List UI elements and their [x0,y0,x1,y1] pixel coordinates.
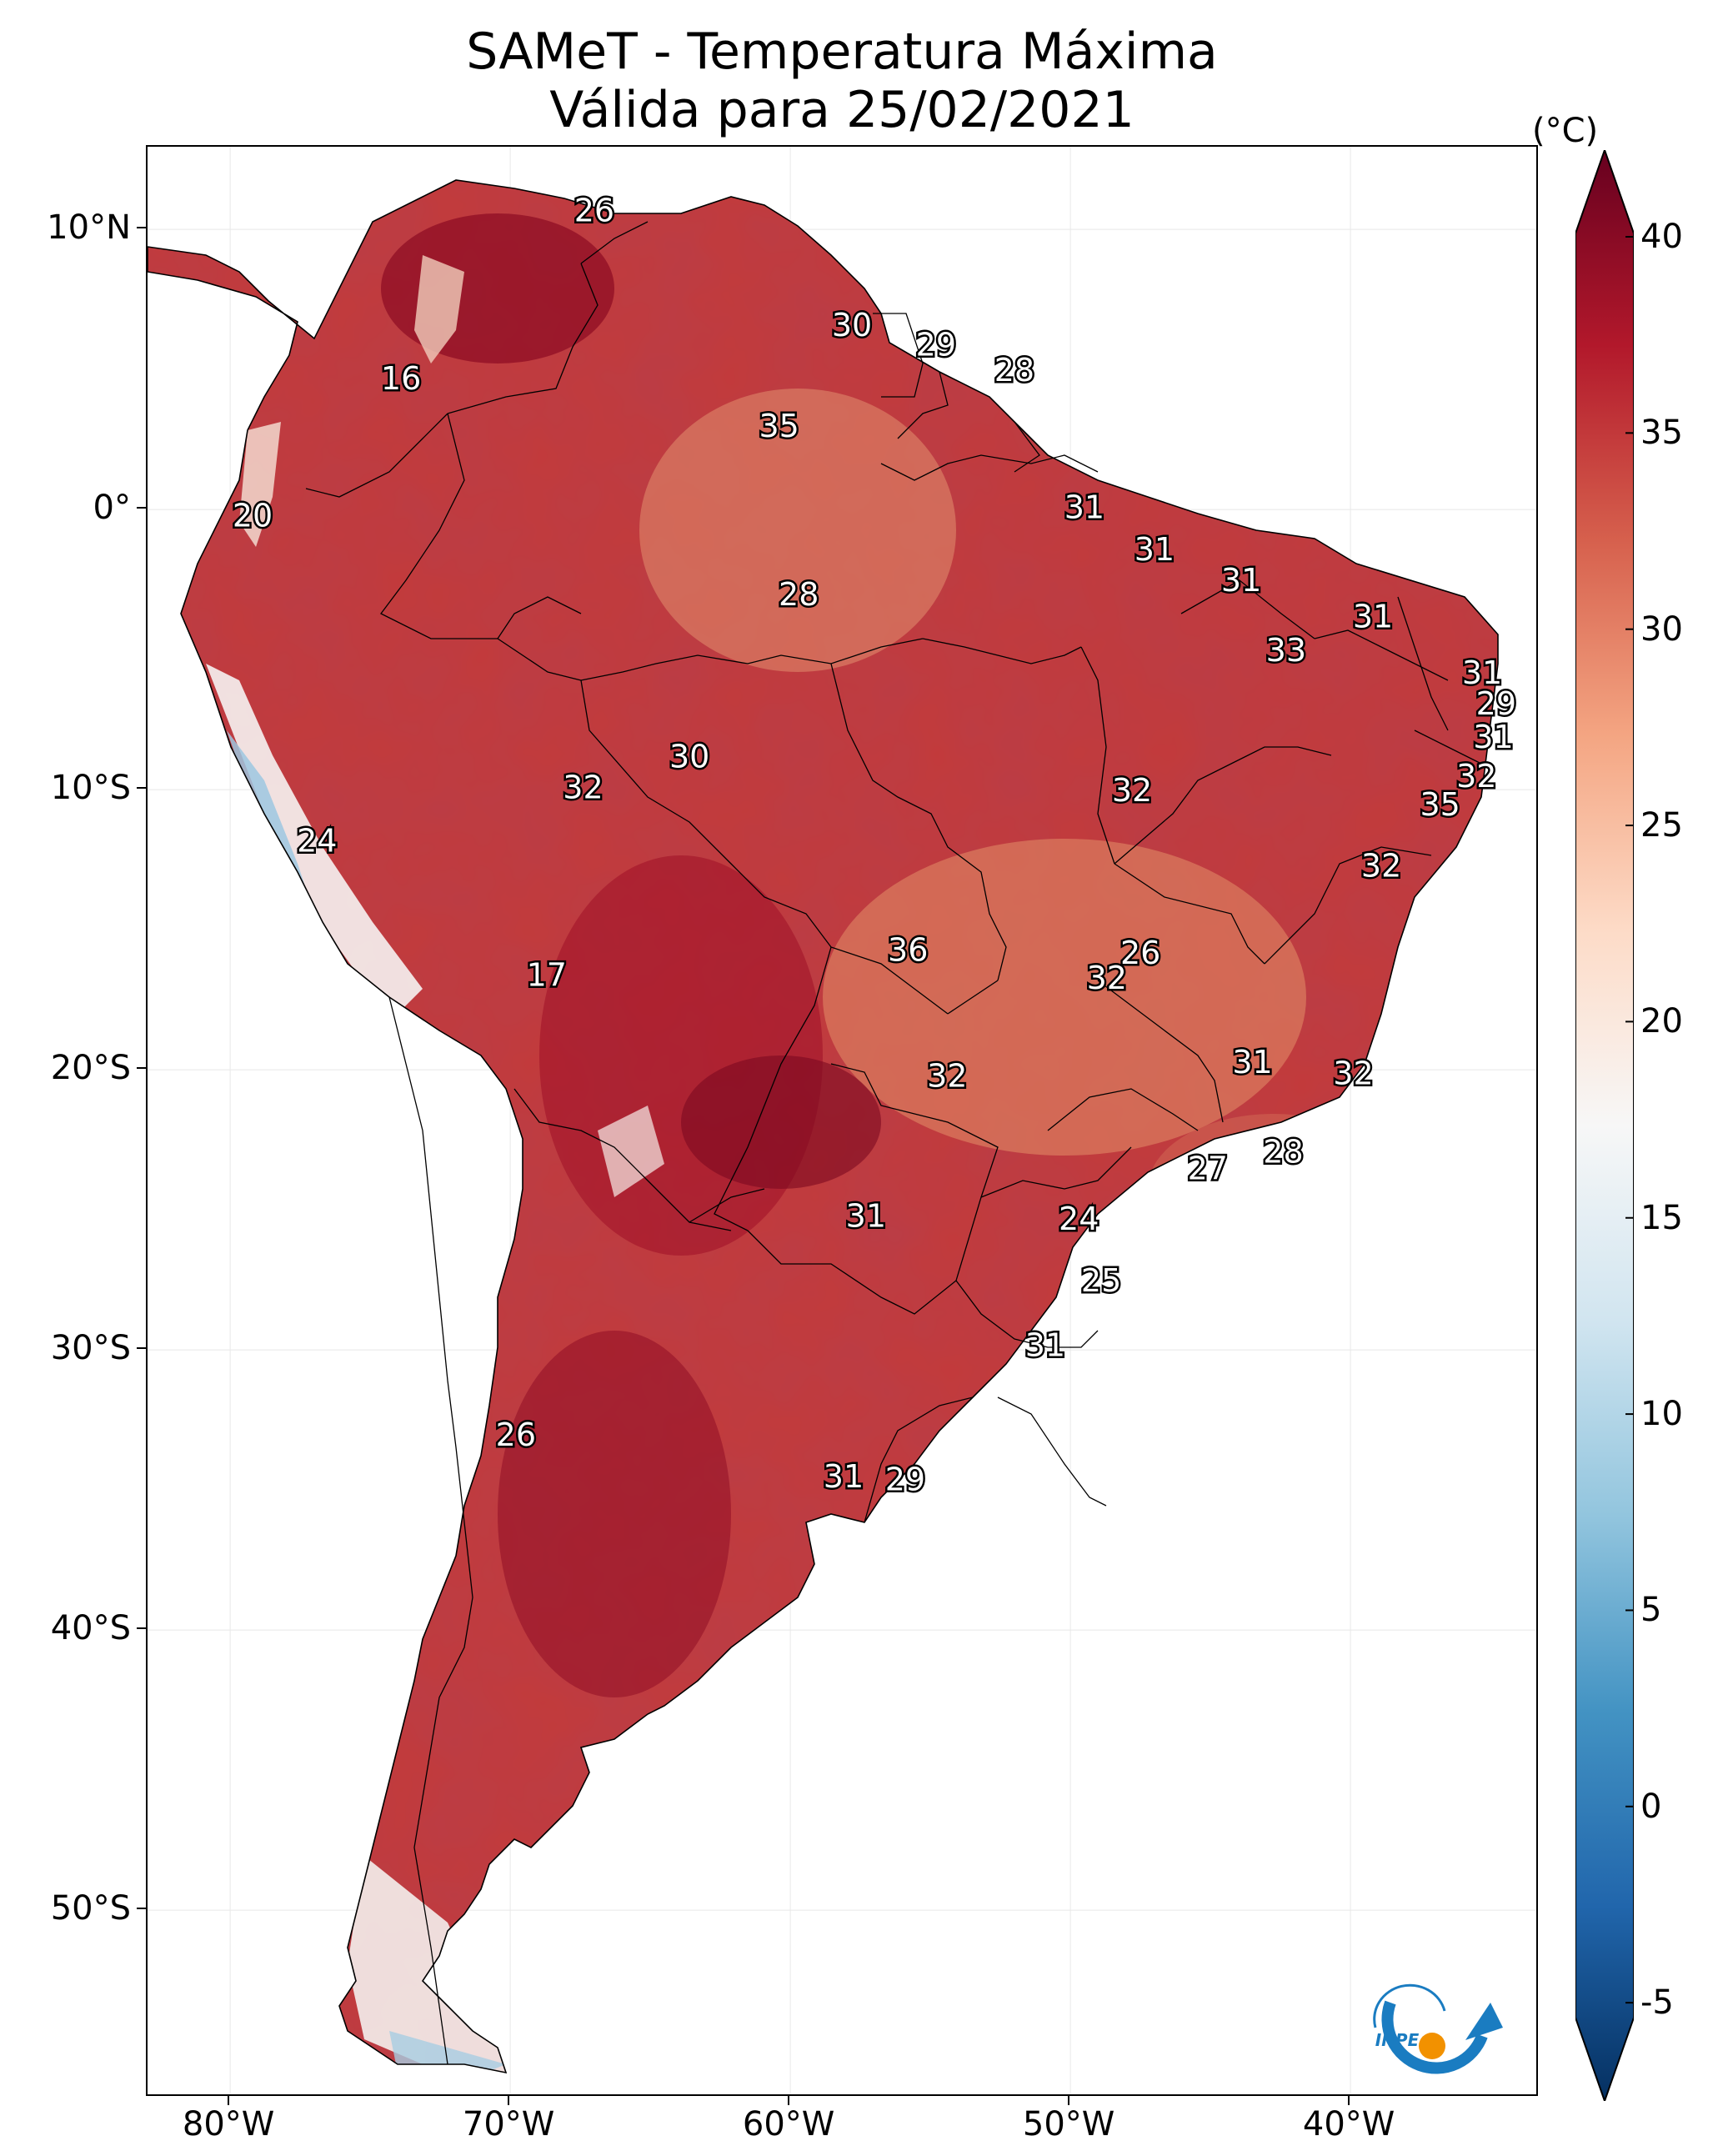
colorbar-gradient [1575,150,1634,2101]
colorbar-tick-label: 30 [1640,609,1683,649]
latitude-tick-label: 0° [93,489,131,528]
temperature-value-label: 32 [563,770,603,806]
latitude-tick-mark [137,227,146,229]
longitude-tick-label: 70°W [462,2105,555,2143]
temperature-value-label: 35 [759,408,799,444]
temperature-value-label: 31 [1473,719,1513,755]
colorbar [1575,150,1634,2101]
map-area: 26 16 30 29 28 35 20 31 31 31 28 31 33 31 29 31 30 32 32 32… [146,145,1538,2096]
latitude-tick-mark [137,1908,146,1910]
latitude-tick-label: 20°S [50,1049,131,1088]
temperature-value-label: 29 [885,1462,925,1498]
temperature-value-label: 31 [1353,599,1393,635]
colorbar-tick-label: 35 [1640,414,1683,453]
temperature-value-label: 33 [1266,632,1306,669]
logo-text: INPE [1375,2030,1420,2050]
longitude-tick-mark [508,2096,510,2105]
temperature-value-label: 30 [669,739,709,775]
map-title: SAMeT - Temperatura Máxima [466,23,1218,81]
temperature-value-label: 31 [1221,562,1261,599]
temperature-value-label: 27 [1188,1151,1228,1187]
temperature-value-label: 32 [927,1058,967,1095]
latitude-tick-label: 40°S [50,1609,131,1648]
latitude-tick-mark [137,1067,146,1070]
longitude-tick-label: 60°W [742,2105,835,2143]
map-subtitle: Válida para 25/02/2021 [549,81,1134,139]
temperature-value-label: 32 [1087,960,1127,996]
temperature-value-label: 17 [527,957,567,994]
temperature-value-label: 25 [1081,1262,1121,1299]
colorbar-tick-label: 5 [1640,1591,1662,1630]
longitude-tick-label: 50°W [1022,2105,1115,2143]
temperature-value-label: 28 [1263,1133,1303,1170]
temperature-value-label: 31 [1064,489,1104,526]
colorbar-tick-label: 20 [1640,1002,1683,1041]
latitude-tick-label: 10°N [47,208,131,248]
temperature-value-label: 28 [779,576,819,613]
longitude-tick-mark [1348,2096,1350,2105]
inpe-logo: INPE [1365,1969,1524,2086]
latitude-tick-mark [137,507,146,509]
colorbar-tick-label: 25 [1640,806,1683,845]
latitude-tick-mark [137,1347,146,1350]
temperature-value-label: 32 [1361,848,1401,885]
longitude-tick-label: 40°W [1302,2105,1395,2143]
colorbar-tick-label: 0 [1640,1787,1662,1826]
temperature-value-label: 31 [824,1458,864,1495]
longitude-tick-mark [228,2096,230,2105]
colorbar-ticks [1625,236,1634,2004]
latitude-tick-label: 50°S [50,1889,131,1928]
temperature-value-label: 31 [1232,1044,1272,1081]
longitude-tick-mark [788,2096,790,2105]
political-borders [305,221,1482,2065]
temperature-value-label: 26 [496,1416,536,1453]
temperature-value-label: 31 [1462,654,1502,691]
colorbar-tick-label: 15 [1640,1198,1683,1237]
latitude-tick-label: 10°S [50,769,131,808]
temperature-value-label: 20 [233,498,273,534]
latitude-tick-mark [137,1627,146,1630]
temperature-value-label: 36 [888,932,928,969]
temperature-value-label: 24 [297,822,337,859]
colorbar-tick-label: 10 [1640,1395,1683,1434]
temperature-value-label: 31 [846,1198,886,1235]
longitude-tick-mark [1068,2096,1070,2105]
temperature-value-label: 32 [1333,1055,1373,1091]
temperature-field [148,180,1498,2073]
temperature-value-label: 29 [1476,685,1516,722]
colorbar-tick-label: 40 [1640,218,1683,256]
temperature-value-label: 31 [1025,1326,1065,1363]
colorbar-unit: (°C) [1532,112,1599,150]
temperature-value-label: 26 [574,192,614,228]
temperature-value-label: 24 [1059,1201,1099,1237]
temperature-value-label: 31 [1134,531,1175,568]
temperature-value-label: 30 [832,307,872,343]
latitude-tick-mark [137,787,146,790]
temperature-value-label: 32 [1112,772,1152,809]
temperature-value-label: 28 [994,352,1034,389]
temperature-value-label: 32 [1456,758,1496,795]
inpe-logo-icon: INPE [1373,1983,1503,2074]
temperature-value-label: 16 [381,360,421,397]
colorbar-tick-label: -5 [1640,1983,1674,2023]
temperature-value-label: 29 [916,327,956,364]
longitude-tick-label: 80°W [182,2105,275,2143]
temperature-value-label: 26 [1120,935,1160,971]
latitude-tick-label: 30°S [50,1329,131,1368]
temperature-value-label: 35 [1420,786,1460,823]
